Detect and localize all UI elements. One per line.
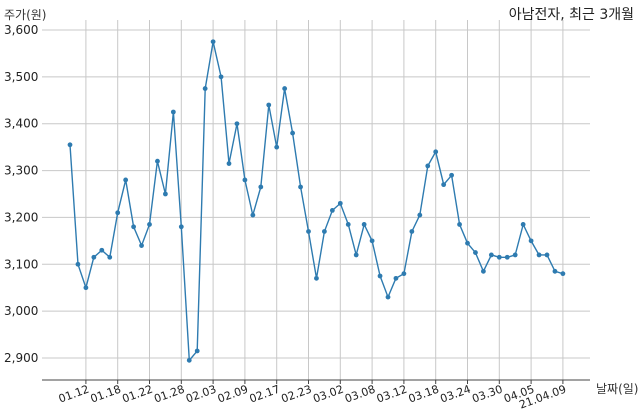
x-tick-label: 01.18 (89, 383, 123, 406)
data-point (504, 254, 510, 260)
data-point (385, 294, 391, 300)
x-tick-label: 03.18 (407, 383, 441, 406)
data-point (512, 252, 518, 258)
x-tick-label: 03.08 (343, 383, 377, 406)
y-axis-label: 주가(원) (4, 8, 47, 22)
horizontal-gridlines (42, 29, 590, 359)
data-point (139, 243, 144, 248)
data-point (67, 142, 73, 148)
data-point (560, 271, 566, 277)
data-point (409, 229, 415, 234)
data-point (234, 121, 240, 127)
data-point (163, 191, 168, 197)
data-point (83, 285, 89, 291)
y-tick-label: 3,400 (4, 117, 38, 131)
price-points (67, 39, 566, 363)
data-point (449, 172, 454, 178)
data-point (457, 222, 462, 227)
data-point (202, 86, 208, 91)
vertical-gridlines (85, 20, 564, 384)
data-point (345, 222, 351, 227)
data-point (186, 357, 192, 363)
data-point (99, 247, 105, 253)
x-tick-label: 01.22 (120, 383, 154, 406)
data-point (488, 252, 494, 258)
data-point (218, 74, 224, 80)
x-tick-label: 02.23 (279, 383, 313, 406)
y-tick-label: 3,300 (4, 164, 38, 178)
data-point (298, 184, 303, 190)
data-point (266, 102, 272, 108)
data-point (258, 184, 264, 190)
data-point (306, 229, 311, 234)
x-tick-label: 03.02 (311, 383, 345, 406)
x-tick-label: 02.17 (248, 383, 282, 406)
x-tick-label: 01.28 (152, 383, 186, 406)
data-point (75, 261, 81, 267)
data-point (520, 222, 526, 227)
data-point (401, 271, 407, 277)
data-point (528, 238, 534, 244)
x-axis-label: 날짜(일) (596, 382, 639, 396)
x-tick-label: 03.30 (470, 383, 504, 406)
data-point (290, 130, 295, 136)
x-tick-label: 03.12 (375, 383, 409, 406)
data-point (282, 86, 288, 91)
data-point (441, 182, 447, 188)
data-point (131, 224, 137, 230)
data-point (226, 161, 232, 166)
data-point (329, 208, 335, 213)
data-point (274, 144, 280, 150)
data-point (242, 177, 248, 183)
data-point (473, 250, 478, 255)
data-point (393, 275, 399, 281)
y-tick-label: 3,600 (4, 23, 38, 37)
y-tick-label: 2,900 (4, 351, 38, 365)
data-point (170, 109, 176, 115)
price-series-line (69, 41, 564, 363)
data-point (425, 163, 431, 169)
data-point (194, 348, 200, 354)
data-point (353, 252, 359, 258)
y-tick-label: 3,000 (4, 304, 38, 318)
data-point (115, 210, 121, 216)
data-point (536, 252, 542, 258)
data-point (552, 268, 558, 274)
y-tick-label: 3,500 (4, 70, 38, 84)
data-point (369, 238, 375, 244)
data-point (377, 273, 383, 279)
data-point (250, 212, 256, 218)
data-point (155, 158, 160, 164)
data-point (91, 254, 97, 260)
data-point (337, 200, 343, 206)
data-point (147, 222, 152, 227)
x-tick-label: 02.03 (184, 383, 218, 406)
x-tick-label: 03.24 (438, 383, 472, 406)
data-point (496, 254, 502, 260)
x-tick-label: 02.09 (216, 383, 250, 406)
data-point (465, 240, 470, 246)
data-point (210, 39, 216, 45)
data-point (433, 149, 439, 155)
y-tick-labels: 2,900 3,000 3,100 3,200 3,300 3,400 3,500 3,600 (4, 23, 38, 365)
data-point (544, 252, 550, 258)
data-point (107, 254, 113, 260)
data-point (361, 222, 367, 227)
x-tick-label: 01.12 (57, 383, 91, 406)
x-tick-labels: 01.1201.1801.2201.2802.0302.0902.1702.23… (57, 383, 568, 412)
y-tick-label: 3,200 (4, 210, 38, 224)
data-point (417, 212, 423, 218)
data-point (178, 224, 184, 230)
data-point (123, 177, 129, 183)
data-point (481, 268, 486, 274)
chart-title: 아남전자, 최근 3개월 (508, 7, 634, 23)
data-point (314, 275, 319, 281)
data-point (322, 229, 327, 234)
y-tick-label: 3,100 (4, 257, 38, 271)
